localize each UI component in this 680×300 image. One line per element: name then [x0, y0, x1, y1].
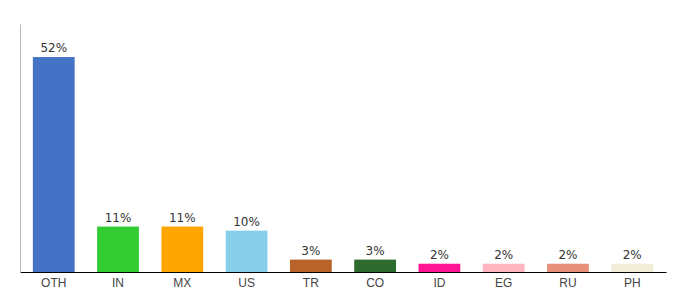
data-label: 52% [40, 41, 67, 55]
data-label: 2% [558, 248, 577, 262]
x-tick: IN [112, 276, 124, 290]
x-tick-label: MX [173, 276, 191, 290]
bar [611, 264, 653, 272]
x-tick-label: CO [366, 276, 384, 290]
y-axis-line [20, 25, 21, 273]
x-tick: TR [303, 276, 319, 290]
x-tick: OTH [41, 276, 66, 290]
x-tick-label: US [238, 276, 255, 290]
x-tick: EG [495, 276, 512, 290]
data-label: 10% [233, 215, 260, 229]
y-axis [20, 25, 21, 273]
x-tick-label: OTH [41, 276, 66, 290]
x-tick: ID [433, 276, 445, 290]
bar [161, 227, 203, 272]
bar [547, 264, 589, 272]
x-tick-label: RU [559, 276, 576, 290]
bar [226, 231, 268, 272]
data-label: 3% [366, 244, 385, 258]
x-tick-label: EG [495, 276, 512, 290]
x-tick-label: ID [433, 276, 445, 290]
bar [419, 264, 461, 272]
data-label: 2% [430, 248, 449, 262]
x-tick-label: PH [624, 276, 641, 290]
bar [354, 260, 396, 272]
x-tick: US [238, 276, 255, 290]
x-axis-line [21, 272, 667, 273]
x-tick-label: IN [112, 276, 124, 290]
plot: OTH IN MX US TR CO ID EG RU PH 52% 11% 11% 10% 3% 3% 2% 2… [21, 25, 667, 290]
bars [33, 57, 653, 272]
x-tick: CO [366, 276, 384, 290]
data-label: 2% [494, 248, 513, 262]
x-tick-label: TR [303, 276, 319, 290]
x-axis: OTH IN MX US TR CO ID EG RU PH [21, 273, 667, 290]
data-label: 2% [623, 248, 642, 262]
chart: OTH IN MX US TR CO ID EG RU PH 52% 11% 11% 10% 3% 3% 2% 2… [0, 0, 680, 300]
bar [97, 227, 139, 272]
x-tick: PH [624, 276, 641, 290]
bar [290, 260, 332, 272]
x-tick: RU [559, 276, 576, 290]
data-label: 3% [301, 244, 320, 258]
x-tick: MX [173, 276, 191, 290]
data-label: 11% [105, 211, 132, 225]
bar [483, 264, 525, 272]
data-label: 11% [169, 211, 196, 225]
data-labels: 52% 11% 11% 10% 3% 3% 2% 2% 2% 2% [40, 41, 641, 262]
bar [33, 57, 75, 272]
